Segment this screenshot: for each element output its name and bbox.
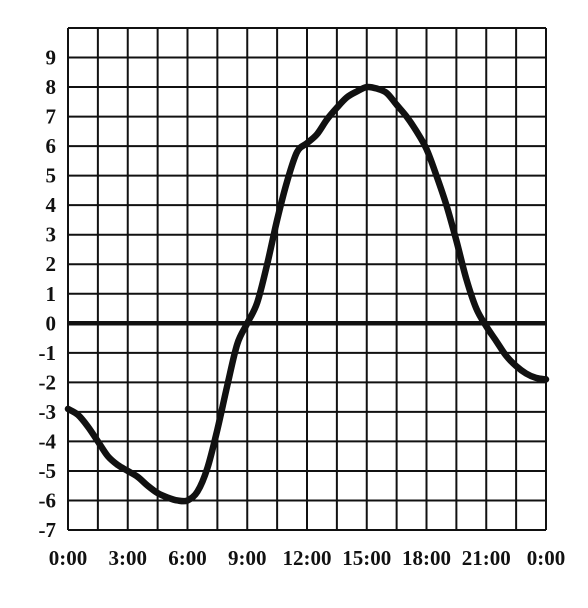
y-tick-label: -3: [39, 400, 57, 424]
y-tick-label: 0: [46, 311, 57, 335]
y-tick-label: 8: [46, 75, 57, 99]
y-tick-label: 9: [46, 46, 57, 70]
y-tick-label: 7: [46, 105, 57, 129]
x-tick-labels: 0:00 3:00 6:00 9:00 12:00 15:00 18:00 21:00 0:00: [49, 546, 566, 570]
y-tick-label: 4: [46, 193, 57, 217]
x-tick-label: 3:00: [109, 546, 148, 570]
y-tick-label: -4: [39, 429, 57, 453]
x-tick-label: 6:00: [168, 546, 207, 570]
y-tick-label: 2: [46, 252, 57, 276]
y-tick-label: 3: [46, 223, 57, 247]
y-tick-label: 6: [46, 134, 57, 158]
series-line-0: [64, 83, 550, 505]
x-tick-label: 18:00: [402, 546, 451, 570]
y-tick-label: 1: [46, 282, 57, 306]
y-tick-label: -5: [39, 459, 57, 483]
y-tick-label: -2: [39, 370, 57, 394]
x-tick-label: 9:00: [228, 546, 267, 570]
x-tick-label: 15:00: [342, 546, 391, 570]
x-tick-label: 12:00: [283, 546, 332, 570]
y-tick-labels: 9 8 7 6 5 4 3 2 1 0 -1 -2 -3 -4 -5 -6 -7: [39, 46, 57, 542]
x-tick-label: 0:00: [527, 546, 566, 570]
y-tick-label: -1: [39, 341, 57, 365]
y-tick-label: -6: [39, 488, 57, 512]
y-tick-label: -7: [39, 518, 57, 542]
y-tick-label: 5: [46, 164, 57, 188]
series-group: [64, 83, 550, 505]
grid: [67, 27, 547, 531]
x-tick-label: 0:00: [49, 546, 88, 570]
x-tick-label: 21:00: [462, 546, 511, 570]
